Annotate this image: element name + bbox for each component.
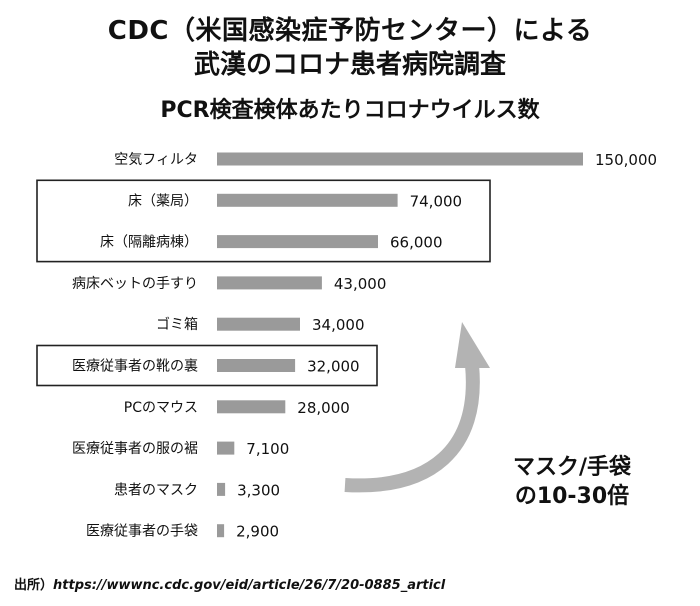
bar (217, 276, 322, 290)
bar (217, 524, 225, 538)
bar (217, 193, 398, 207)
highlight-box (36, 179, 491, 263)
category-label: PCのマウス (124, 400, 198, 416)
chart-title-line1: CDC（米国感染症予防センター）による (107, 16, 593, 46)
chart-subtitle: PCR検査検体あたりコロナウイルス数 (160, 98, 540, 123)
chart-title-line2: 武漢のコロナ患者病院調査 (193, 50, 506, 80)
value-label: 2,900 (236, 523, 279, 541)
category-label: 病床ベットの手すり (72, 276, 198, 292)
value-label: 34,000 (312, 316, 365, 334)
bar (217, 152, 583, 166)
bar (217, 482, 226, 496)
bar (217, 400, 286, 414)
source-label: 出所） (14, 578, 54, 593)
arrow-head-icon (455, 322, 490, 368)
category-label: 床（隔離病棟） (100, 234, 198, 251)
source-url[interactable]: https://wwwnc.cdc.gov/eid/article/26/7/2… (53, 578, 446, 593)
source-citation: 出所）https://wwwnc.cdc.gov/eid/article/26/… (14, 574, 445, 593)
category-label: 医療従事者の服の裾 (72, 440, 198, 457)
bar (217, 317, 300, 331)
bar (217, 441, 235, 455)
value-label: 43,000 (334, 275, 387, 293)
bar (217, 235, 378, 249)
value-label: 3,300 (237, 481, 280, 499)
value-label: 74,000 (410, 192, 463, 210)
category-label: 医療従事者の手袋 (86, 523, 198, 540)
value-label: 150,000 (595, 151, 657, 169)
annotation-line1: マスク/手袋 (513, 454, 632, 480)
curved-arrow-icon (344, 364, 480, 493)
annotation-line2: の10-30倍 (515, 483, 629, 509)
bar (217, 359, 296, 372)
category-label: 空気フィルタ (114, 152, 198, 168)
value-label: 7,100 (246, 440, 289, 458)
value-label: 32,000 (307, 358, 360, 376)
category-label: 床（薬局） (128, 193, 198, 209)
highlight-box (36, 344, 378, 387)
value-label: 28,000 (297, 399, 350, 417)
category-label: ゴミ箱 (156, 316, 198, 333)
category-label: 患者のマスク (114, 482, 198, 498)
category-label: 医療従事者の靴の裏 (72, 358, 198, 375)
value-label: 66,000 (390, 234, 443, 252)
